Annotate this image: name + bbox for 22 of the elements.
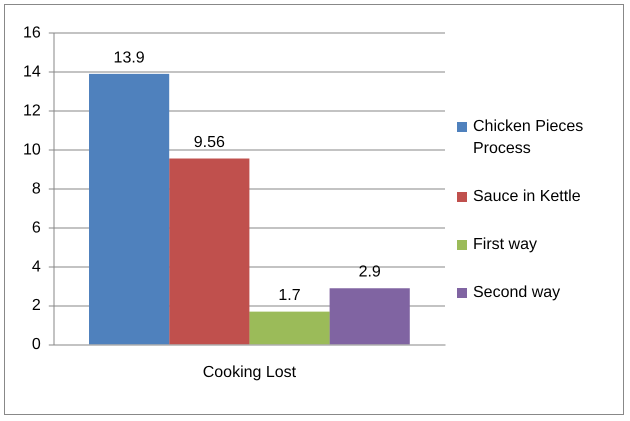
bar [89, 74, 170, 344]
bar [249, 312, 330, 344]
data-label: 2.9 [358, 264, 381, 281]
y-tick-label: 16 [23, 24, 41, 42]
data-label: 13.9 [114, 49, 145, 66]
y-tick-label: 12 [23, 102, 41, 120]
data-label: 9.56 [194, 134, 225, 151]
y-tick-label: 4 [32, 258, 41, 276]
y-tick-label: 2 [32, 297, 41, 314]
y-tick-label: 14 [23, 63, 41, 80]
bar [169, 158, 250, 344]
legend-label: Chicken Pieces Process [473, 116, 584, 158]
legend-label: Sauce in Kettle [473, 186, 581, 206]
x-tick-label: Cooking Lost [202, 364, 297, 381]
legend-label: Second way [473, 282, 560, 302]
y-tick-label: 10 [23, 141, 41, 158]
legend-label: First way [473, 234, 537, 254]
y-tick-label: 8 [32, 180, 41, 198]
y-tick-label: 0 [32, 336, 41, 354]
y-tick-label: 6 [32, 219, 41, 236]
bar [330, 288, 410, 344]
data-label: 1.7 [278, 287, 301, 304]
